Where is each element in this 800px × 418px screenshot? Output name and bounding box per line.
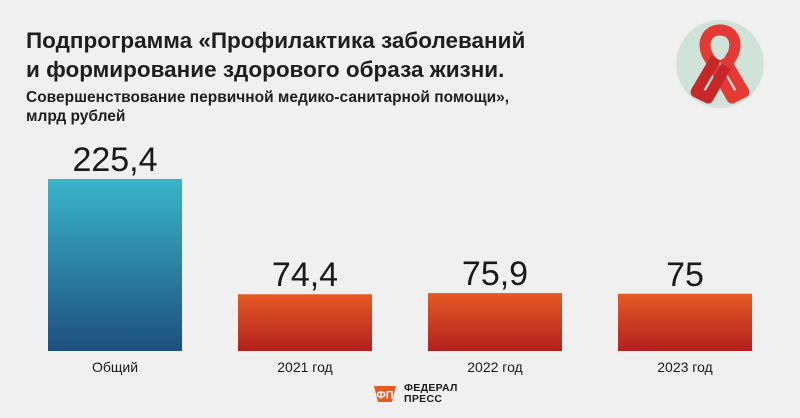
chart-subtitle-line-2: млрд рублей [26, 108, 126, 125]
bar-4 [618, 293, 752, 351]
chart-subtitle: Совершенствование первичной медико-санит… [26, 88, 646, 126]
red-ribbon-icon [676, 20, 764, 108]
publisher-name-line-2: ПРЕСС [404, 393, 443, 405]
bar-value-label: 74,4 [272, 256, 338, 294]
bar-2 [238, 294, 372, 351]
bar-3 [428, 293, 562, 351]
category-label: 2022 год [467, 359, 522, 375]
chart-title-line-1: Подпрограмма «Профилактика заболеваний [26, 28, 526, 53]
publisher-name-line-1: ФЕДЕРАЛ [404, 382, 458, 394]
bar-value-label: 75,9 [462, 255, 528, 293]
category-label: 2021 год [277, 359, 332, 375]
bar-value-label: 225,4 [72, 141, 157, 179]
svg-text:ФП: ФП [376, 390, 393, 402]
chart-subtitle-line-1: Совершенствование первичной медико-санит… [26, 89, 510, 106]
chart-title: Подпрограмма «Профилактика заболеваний и… [26, 26, 636, 84]
bar-value-label: 75 [666, 256, 704, 294]
publisher-logo: ФП ФЕДЕРАЛ ПРЕСС [372, 380, 458, 408]
publisher-name: ФЕДЕРАЛ ПРЕСС [404, 383, 458, 405]
chart-title-line-2: и формирование здорового образа жизни. [26, 57, 505, 82]
federalpress-logo-icon: ФП [372, 382, 398, 406]
category-label: 2023 год [657, 359, 712, 375]
bar-1 [48, 179, 182, 351]
category-label: Общий [92, 359, 138, 375]
